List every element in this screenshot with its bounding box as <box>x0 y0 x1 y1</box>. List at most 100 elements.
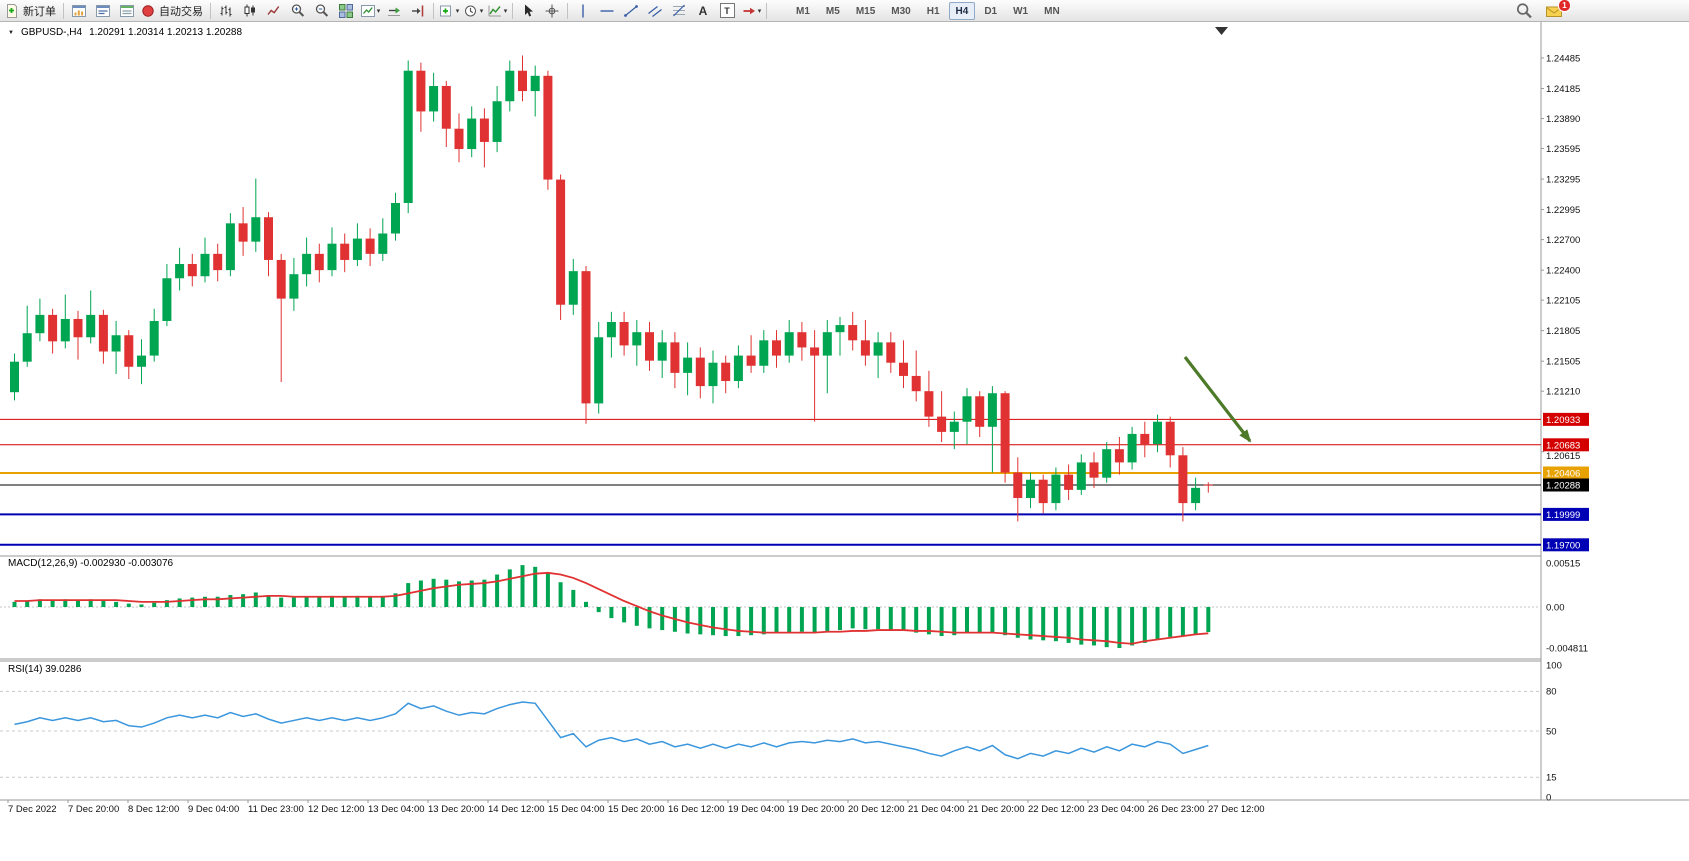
macd-indicator-label: MACD(12,26,9) -0.002930 -0.003076 <box>8 558 174 569</box>
price-level-label-text: 1.20683 <box>1546 440 1580 451</box>
macd-histogram-bar <box>126 603 131 607</box>
new-order-icon <box>7 3 17 18</box>
new-chart-button[interactable]: ▾ <box>437 1 461 21</box>
cursor-icon <box>525 4 533 16</box>
macd-signal-line <box>14 571 1209 645</box>
bars-chart-button[interactable] <box>214 1 238 21</box>
macd-axis-label: 0.00 <box>1546 602 1565 613</box>
rsi-axis-label: 100 <box>1546 660 1562 671</box>
macd-histogram-bar <box>787 607 792 633</box>
rsi-indicator-label: RSI(14) 39.0286 <box>8 664 82 675</box>
timeframe-button-d1[interactable]: D1 <box>984 5 998 17</box>
candle-body <box>162 278 172 321</box>
macd-histogram-bar <box>1028 607 1033 640</box>
candle-body <box>937 416 947 432</box>
chart-window-button[interactable] <box>67 1 91 21</box>
price-axis-label: 1.23595 <box>1546 144 1580 155</box>
date-label: 15 Dec 20:00 <box>608 804 665 815</box>
zoom-out-button[interactable] <box>310 1 334 21</box>
candle-body <box>314 253 324 271</box>
macd-histogram-bar <box>965 607 969 634</box>
timeframe-button-m30[interactable]: M30 <box>891 5 911 17</box>
candle-body <box>352 238 362 260</box>
candle-body <box>276 259 286 299</box>
zoom-out-icon <box>315 3 329 17</box>
timeframe-button-h4[interactable]: H4 <box>948 1 976 20</box>
candle-body <box>962 396 972 422</box>
channel-tool-button[interactable] <box>643 1 667 21</box>
macd-histogram-bar <box>1066 607 1071 643</box>
bars-chart-icon <box>220 5 232 16</box>
macd-histogram-bar <box>838 607 842 631</box>
date-label: 12 Dec 12:00 <box>308 804 365 815</box>
macd-histogram-bar <box>812 607 817 633</box>
cursor-button[interactable] <box>516 1 540 21</box>
text-tool-button[interactable]: A <box>691 1 715 21</box>
candlestick-chart-button[interactable] <box>238 1 262 21</box>
price-level-label <box>1543 412 1589 426</box>
timeframe-button-mn[interactable]: MN <box>1044 5 1060 17</box>
new-order-button[interactable]: 新订单 <box>3 1 60 21</box>
candle-body <box>746 355 756 366</box>
chart-shift-marker <box>1215 27 1228 35</box>
macd-histogram-bar <box>545 572 550 607</box>
macd-histogram-bar <box>152 602 157 607</box>
price-axis-label: 1.20615 <box>1546 451 1580 462</box>
horizontal-line-tool-button[interactable] <box>595 1 619 21</box>
search-button[interactable] <box>1512 1 1536 21</box>
timeframe-button-m15[interactable]: M15 <box>855 5 876 17</box>
price-level-label-text: 1.20406 <box>1546 468 1580 479</box>
macd-histogram-bar <box>660 607 665 631</box>
arrows-tool-button[interactable]: ▾ <box>739 1 763 21</box>
rsi-axis-label: 50 <box>1546 726 1557 737</box>
period-clock-icon <box>464 5 476 16</box>
trendline-tool-button[interactable] <box>619 1 643 21</box>
vertical-line-tool-button[interactable] <box>571 1 595 21</box>
timeframe-button-m5[interactable]: M5 <box>825 5 840 17</box>
macd-axis-label: 0.00515 <box>1546 558 1580 569</box>
toolbar-separator <box>512 2 513 19</box>
line-chart-button[interactable] <box>262 1 286 21</box>
date-label: 21 Dec 20:00 <box>968 804 1025 815</box>
notifications-button[interactable]: 1 <box>1542 0 1571 21</box>
search-icon <box>1516 3 1532 19</box>
tile-windows-button[interactable] <box>334 1 358 21</box>
timeframe-button-h1[interactable]: H1 <box>926 5 940 17</box>
candle-body <box>975 396 985 427</box>
macd-histogram-bar <box>253 592 258 607</box>
macd-histogram-bar <box>1003 607 1008 636</box>
period-button[interactable]: ▾ <box>461 1 485 21</box>
zoom-in-button[interactable] <box>286 1 310 21</box>
symbol-dropdown-icon[interactable]: ▼ <box>8 29 14 36</box>
timeframe-button-m1[interactable]: M1 <box>796 5 810 17</box>
candle-body <box>619 322 629 346</box>
timeframe-button-w1[interactable]: W1 <box>1013 5 1029 17</box>
indicators-button[interactable]: ▾ <box>485 1 509 21</box>
candle-body <box>683 357 693 373</box>
new-order-label: 新订单 <box>23 5 56 18</box>
chart-shift-button[interactable] <box>406 1 430 21</box>
candle-body <box>149 320 159 356</box>
indicators-icon <box>488 5 501 16</box>
label-tool-button[interactable]: T <box>715 1 739 21</box>
macd-histogram-bar <box>266 595 271 607</box>
data-window-button[interactable] <box>115 1 139 21</box>
candle-body <box>606 322 616 338</box>
auto-scroll-button[interactable] <box>382 1 406 21</box>
auto-trading-button[interactable]: 自动交易 <box>139 1 207 21</box>
channel-icon <box>648 5 662 17</box>
crosshair-button[interactable] <box>540 1 564 21</box>
candle-body <box>987 393 997 427</box>
notification-badge: 1 <box>1558 0 1571 12</box>
candle-body <box>378 233 388 254</box>
templates-button[interactable]: ▾ <box>358 1 382 21</box>
candle-body <box>86 314 96 338</box>
fibonacci-tool-button[interactable] <box>667 1 691 21</box>
date-label: 27 Dec 12:00 <box>1208 804 1265 815</box>
candle-body <box>22 333 32 362</box>
market-watch-button[interactable] <box>91 1 115 21</box>
candle-body <box>568 271 578 305</box>
date-label: 20 Dec 12:00 <box>848 804 905 815</box>
candle-body <box>251 217 261 242</box>
